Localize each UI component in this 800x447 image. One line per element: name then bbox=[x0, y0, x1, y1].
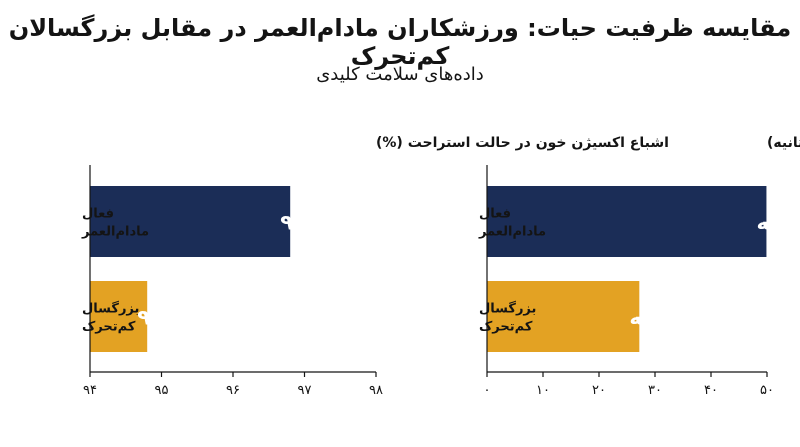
chart-1-category-label-2-line-1: بزرگسال bbox=[82, 301, 139, 317]
chart-1-tick-label-1: ۹۴ bbox=[83, 383, 97, 398]
chart-1-category-label-1-line-1: فعال bbox=[82, 207, 114, 222]
chart-1-tick-label-3: ۹۶ bbox=[226, 383, 240, 398]
chart-2-value-label-2: ۲۷.۲ میلی‌ثانیه bbox=[629, 306, 779, 330]
chart-1-value-label-1: ۹۶.۸% bbox=[280, 211, 347, 235]
chart-1-bar-1 bbox=[90, 186, 291, 257]
chart-2-bar-1 bbox=[487, 186, 767, 257]
chart-1-tick-label-5: ۹۸ bbox=[369, 383, 383, 398]
page-title: مقایسه ظرفیت حیات: ورزشکاران مادام‌العمر… bbox=[8, 14, 792, 70]
chart-2-title: تغییرپذیری ضربان قلب (میلی‌ثانیه) bbox=[767, 135, 800, 151]
chart-2-tick-label-3: ۲۰ bbox=[592, 383, 606, 398]
chart-2-category-label-2-line-1: بزرگسال bbox=[479, 301, 536, 317]
chart-2-tick-label-2: ۱۰ bbox=[536, 383, 550, 398]
chart-1-title: اشباع اکسیژن خون در حالت استراحت (%) bbox=[376, 135, 669, 151]
chart-2-bar-2 bbox=[487, 281, 640, 352]
chart-1-tick-label-2: ۹۵ bbox=[155, 383, 169, 398]
chart-2-category-label-1-line-2: مادام‌العمر bbox=[478, 225, 546, 240]
chart-2-category-label-2-line-2: کم‌تحرک bbox=[479, 320, 533, 335]
chart-1-value-label-2: ۹۴.۸% bbox=[137, 306, 204, 330]
page-subtitle: داده‌های سلامت کلیدی bbox=[316, 64, 484, 85]
chart-1-category-label-2-line-2: کم‌تحرک bbox=[82, 320, 136, 335]
chart-1-category-label-1-line-2: مادام‌العمر bbox=[81, 225, 149, 240]
chart-2-tick-label-1: ۰ bbox=[484, 383, 491, 398]
chart-1-tick-label-4: ۹۷ bbox=[298, 383, 312, 398]
chart-2-category-label-1-line-1: فعال bbox=[479, 207, 511, 222]
chart-2-tick-label-6: ۵۰ bbox=[760, 383, 774, 398]
chart-1-bar-2 bbox=[90, 281, 148, 352]
chart-2-value-label-1: ۴۹.۹ میلی‌ثانیه bbox=[756, 211, 800, 235]
chart-2-tick-label-5: ۴۰ bbox=[704, 383, 718, 398]
chart-2-tick-label-4: ۳۰ bbox=[648, 383, 662, 398]
